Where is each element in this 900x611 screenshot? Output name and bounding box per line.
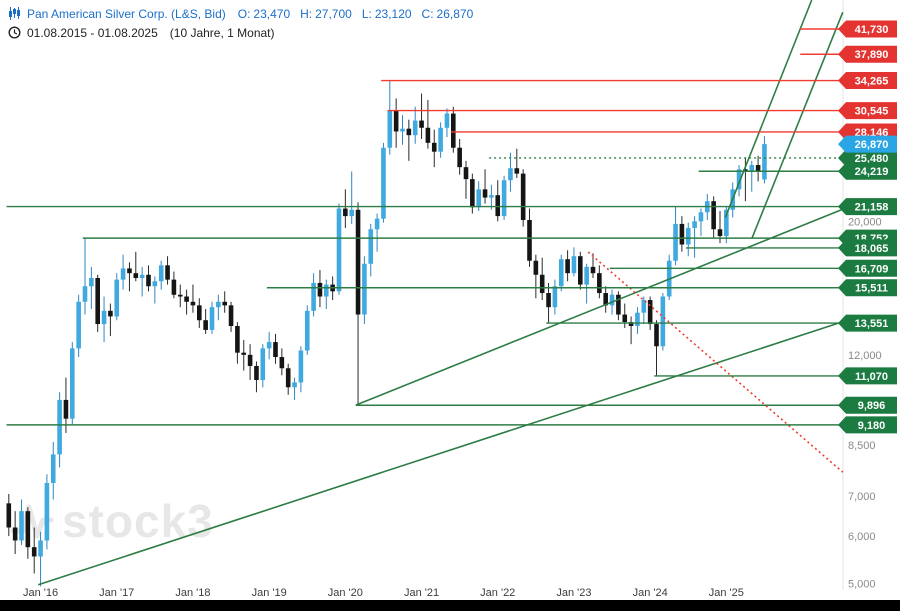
chart-header: Pan American Silver Corp. (L&S, Bid) O: 2… xyxy=(8,5,473,41)
x-axis-label: Jan '19 xyxy=(252,587,287,599)
axis-labels: 20,000 12,000 8,500 7,000 6,000 5,000 Jan '16 J… xyxy=(23,216,882,599)
svg-text:13,551: 13,551 xyxy=(855,318,889,330)
date-range: 01.08.2015 - 01.08.2025 xyxy=(27,25,158,40)
trend-line[interactable] xyxy=(38,321,842,586)
high-label: H: xyxy=(300,6,313,21)
x-axis-label: Jan '20 xyxy=(328,587,363,599)
period-label: (10 Jahre, 1 Monat) xyxy=(169,25,275,40)
low-label: L: xyxy=(361,6,372,21)
x-axis-label: Jan '22 xyxy=(480,587,515,599)
support-price-tag[interactable]: 13,551 xyxy=(838,314,897,332)
last-price-tag[interactable]: 26,870 xyxy=(838,135,897,153)
watermark-text: stock3 xyxy=(62,495,214,547)
x-axis-label: Jan '17 xyxy=(99,587,134,599)
close-label: C: xyxy=(421,6,434,21)
trend-line[interactable] xyxy=(724,0,813,218)
y-axis-label: 6,000 xyxy=(848,531,876,543)
svg-text:37,890: 37,890 xyxy=(855,49,889,61)
x-axis-label: Jan '21 xyxy=(404,587,439,599)
svg-text:16,709: 16,709 xyxy=(855,263,889,275)
ohlc-readout: O: 23,470 H: 27,700 L: 23,120 C: 26,870 xyxy=(238,7,474,21)
resistance-price-tag[interactable]: 30,545 xyxy=(838,102,897,120)
svg-text:26,870: 26,870 xyxy=(855,139,889,151)
x-axis-label: Jan '23 xyxy=(556,587,591,599)
svg-text:18,065: 18,065 xyxy=(855,243,889,255)
candlestick-chart-icon xyxy=(9,7,20,20)
resistance-price-tag[interactable]: 34,265 xyxy=(838,72,897,90)
svg-text:30,545: 30,545 xyxy=(855,106,889,118)
svg-text:34,265: 34,265 xyxy=(855,76,889,88)
trend-line[interactable] xyxy=(587,251,844,473)
clock-icon xyxy=(8,26,21,39)
instrument-title: Pan American Silver Corp. (L&S, Bid) xyxy=(27,6,226,21)
svg-text:25,480: 25,480 xyxy=(855,153,889,165)
resistance-price-tag[interactable]: 41,730 xyxy=(838,20,897,38)
support-price-tag[interactable]: 11,070 xyxy=(838,367,897,385)
y-axis-label: 12,000 xyxy=(848,350,882,362)
support-price-tag[interactable]: 21,158 xyxy=(838,198,897,216)
svg-text:41,730: 41,730 xyxy=(855,24,889,36)
open-value: 23,470 xyxy=(253,6,291,21)
support-price-tag[interactable]: 9,896 xyxy=(838,396,897,414)
x-axis-label: Jan '18 xyxy=(175,587,210,599)
y-axis-label: 8,500 xyxy=(848,440,876,452)
support-price-tag[interactable]: 9,180 xyxy=(838,416,897,434)
support-price-tag[interactable]: 25,480 xyxy=(838,149,897,167)
y-axis-label: 7,000 xyxy=(848,491,876,503)
resistance-price-tag[interactable]: 37,890 xyxy=(838,45,897,63)
x-axis-label: Jan '25 xyxy=(709,587,744,599)
svg-text:21,158: 21,158 xyxy=(855,202,889,214)
high-value: 27,700 xyxy=(315,6,352,21)
support-price-tag[interactable]: 16,709 xyxy=(838,259,897,277)
close-value: 26,870 xyxy=(436,6,474,21)
trend-line[interactable] xyxy=(355,209,842,406)
support-price-tag[interactable]: 18,065 xyxy=(838,239,897,257)
watermark: stock3 xyxy=(10,494,214,548)
svg-text:9,896: 9,896 xyxy=(858,400,886,412)
trend-line[interactable] xyxy=(751,11,844,239)
y-axis-label: 20,000 xyxy=(848,216,882,228)
svg-text:11,070: 11,070 xyxy=(855,371,888,383)
y-axis-label: 5,000 xyxy=(848,579,876,591)
svg-text:24,219: 24,219 xyxy=(855,166,889,178)
bottom-bar xyxy=(0,600,900,611)
x-axis-label: Jan '16 xyxy=(23,587,58,599)
price-levels[interactable] xyxy=(6,28,844,426)
x-axis-label: Jan '24 xyxy=(633,587,668,599)
trend-lines[interactable] xyxy=(38,0,844,586)
low-value: 23,120 xyxy=(374,6,412,21)
svg-text:9,180: 9,180 xyxy=(858,420,886,432)
support-price-tag[interactable]: 24,219 xyxy=(838,162,897,180)
svg-text:15,511: 15,511 xyxy=(855,283,888,295)
support-price-tag[interactable]: 15,511 xyxy=(838,279,897,297)
candles xyxy=(6,80,767,587)
open-label: O: xyxy=(237,6,251,21)
